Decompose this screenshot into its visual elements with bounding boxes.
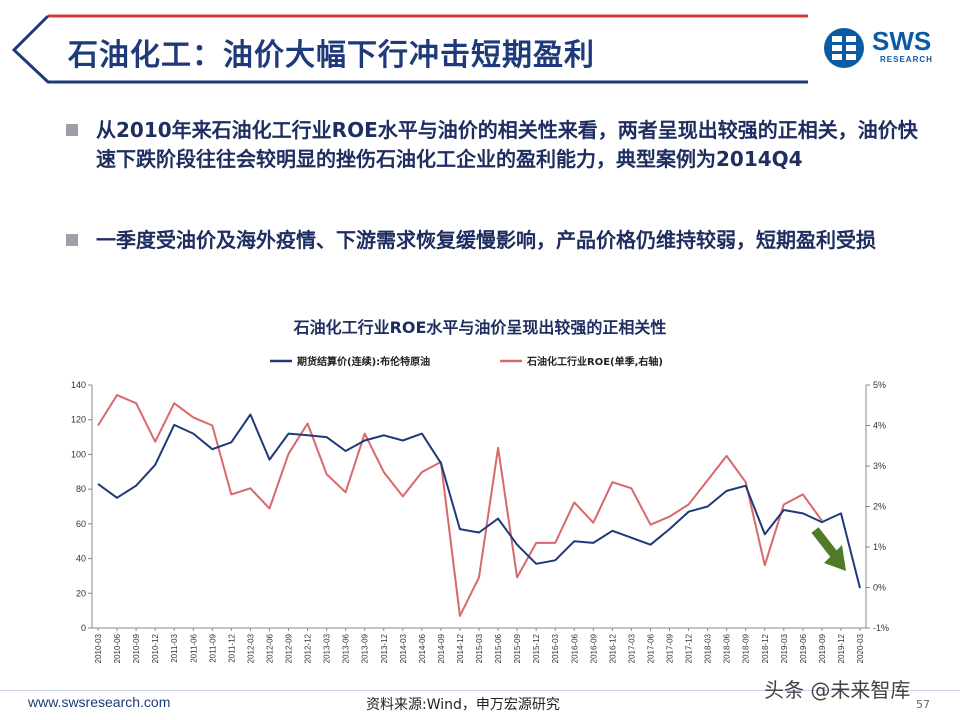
data-source: 资料来源:Wind，申万宏源研究 — [366, 697, 560, 713]
x-tick-label: 2015-09 — [513, 633, 522, 663]
x-tick-label: 2012-06 — [265, 633, 274, 663]
x-tick-label: 2013-09 — [361, 633, 370, 663]
x-tick-label: 2017-06 — [646, 633, 655, 663]
x-tick-label: 2014-06 — [418, 633, 427, 663]
left-tick-label: 40 — [76, 554, 86, 564]
x-tick-label: 2015-03 — [475, 633, 484, 663]
x-tick-label: 2011-03 — [170, 633, 179, 662]
right-tick-label: 1% — [873, 542, 886, 552]
left-tick-label: 60 — [76, 519, 86, 529]
x-tick-label: 2019-12 — [837, 633, 846, 663]
x-tick-label: 2013-12 — [380, 633, 389, 663]
left-tick-label: 0 — [81, 623, 86, 633]
x-tick-label: 2015-06 — [494, 633, 503, 663]
x-tick-label: 2019-06 — [799, 633, 808, 663]
bullet-2-text: 一季度受油价及海外疫情、下游需求恢复缓慢影响，产品价格仍维持较弱，短期盈利受损 — [96, 228, 876, 252]
x-tick-label: 2010-09 — [132, 633, 141, 663]
x-tick-label: 2016-06 — [570, 633, 579, 663]
x-tick-label: 2012-12 — [304, 633, 313, 663]
x-tick-label: 2013-06 — [342, 633, 351, 663]
x-tick-label: 2017-09 — [666, 633, 675, 663]
right-tick-label: 5% — [873, 380, 886, 390]
x-tick-label: 2011-06 — [189, 633, 198, 662]
chart-title: 石油化工行业ROE水平与油价呈现出较强的正相关性 — [293, 318, 667, 337]
bullet-1-text: 从2010年来石油化工行业ROE水平与油价的相关性来看，两者呈现出较强的正相关，… — [96, 118, 918, 171]
watermark: 头条 @未来智库 — [764, 678, 911, 702]
x-tick-label: 2018-12 — [761, 633, 770, 663]
x-tick-label: 2010-12 — [151, 633, 160, 663]
left-tick-label: 20 — [76, 588, 86, 598]
right-tick-label: 3% — [873, 461, 886, 471]
annotation-arrow-head-icon — [824, 545, 846, 571]
x-tick-label: 2017-03 — [627, 633, 636, 663]
x-tick-label: 2017-12 — [685, 633, 694, 663]
x-tick-label: 2019-09 — [818, 633, 827, 663]
logo-text: SWS — [872, 26, 932, 56]
x-tick-label: 2014-03 — [399, 633, 408, 663]
page-title: 石油化工：油价大幅下行冲击短期盈利 — [68, 38, 595, 73]
x-tick-label: 2016-09 — [589, 633, 598, 663]
bullet-square-icon — [66, 124, 78, 136]
x-tick-label: 2018-09 — [742, 633, 751, 663]
bullet-square-icon — [66, 234, 78, 246]
x-tick-label: 2018-03 — [704, 633, 713, 663]
x-tick-label: 2020-03 — [856, 633, 865, 663]
title-banner — [0, 14, 810, 84]
legend-label-oil: 期货结算价(连续):布伦特原油 — [297, 355, 430, 368]
footer-url: www.swsresearch.com — [28, 694, 171, 710]
x-tick-label: 2014-12 — [456, 633, 465, 663]
x-tick-label: 2016-03 — [551, 633, 560, 663]
page-number: 57 — [916, 698, 930, 711]
left-tick-label: 140 — [71, 380, 86, 390]
right-tick-label: 2% — [873, 502, 886, 512]
left-tick-label: 100 — [71, 449, 86, 459]
left-tick-label: 120 — [71, 415, 86, 425]
x-tick-label: 2019-03 — [780, 633, 789, 663]
legend-label-roe: 石油化工行业ROE(单季,右轴) — [526, 355, 663, 368]
x-tick-label: 2015-12 — [532, 633, 541, 663]
x-tick-label: 2011-09 — [208, 633, 217, 662]
x-tick-label: 2014-09 — [437, 633, 446, 663]
left-tick-label: 80 — [76, 484, 86, 494]
x-tick-label: 2016-12 — [608, 633, 617, 663]
x-tick-label: 2012-03 — [246, 633, 255, 663]
x-tick-label: 2011-12 — [227, 633, 236, 662]
x-tick-label: 2010-03 — [94, 633, 103, 663]
annotation-arrow-shaft — [811, 527, 840, 560]
right-tick-label: 4% — [873, 421, 886, 431]
footer-divider — [0, 690, 960, 691]
x-tick-label: 2012-09 — [285, 633, 294, 663]
logo-subtext: RESEARCH — [880, 55, 933, 64]
chart: 期货结算价(连续):布伦特原油 石油化工行业ROE(单季,右轴) 0 20 40 60 80… — [71, 355, 889, 663]
right-tick-label: -1% — [873, 623, 889, 633]
series-line-roe — [97, 394, 823, 617]
right-tick-label: 0% — [873, 583, 886, 593]
sws-logo-icon — [824, 28, 864, 68]
x-tick-label: 2010-06 — [113, 633, 122, 663]
x-tick-label: 2018-06 — [723, 633, 732, 663]
series-line-oil — [97, 413, 861, 589]
x-tick-label: 2013-03 — [323, 633, 332, 663]
